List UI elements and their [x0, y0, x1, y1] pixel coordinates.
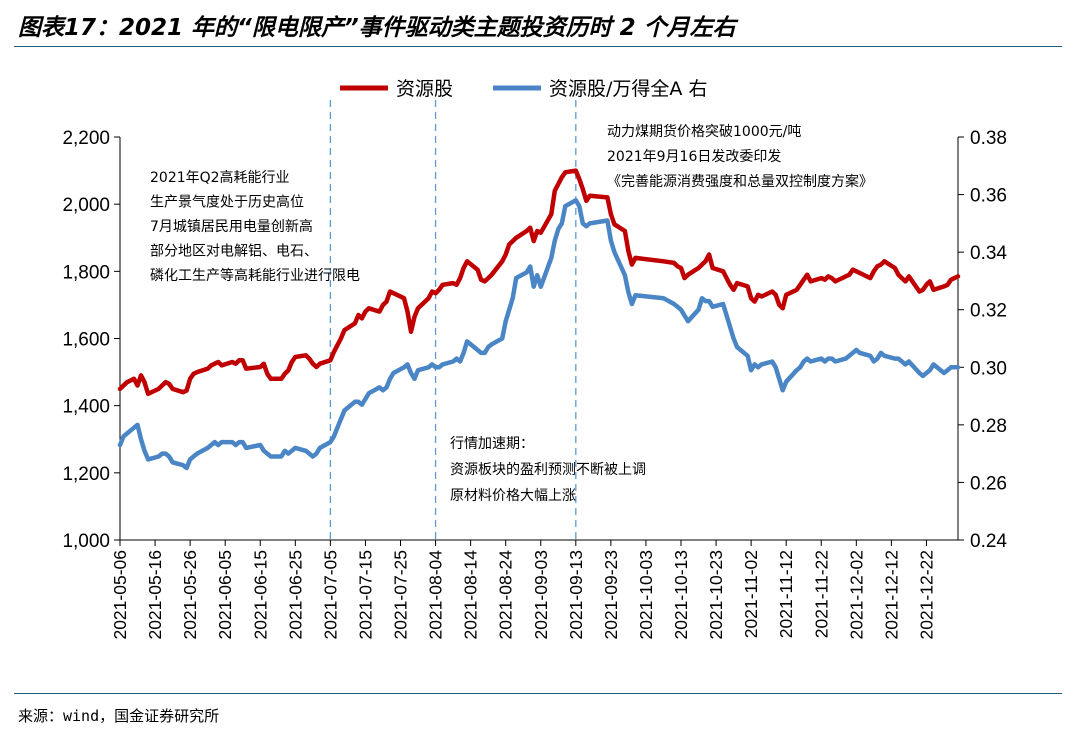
x-tick-label: 2021-10-13 — [671, 550, 691, 640]
annotation-text: 生产景气度处于历史高位 — [150, 194, 304, 211]
annotation-text: 资源板块的盈利预测不断被上调 — [450, 462, 646, 478]
y-left-tick-label: 2,000 — [62, 195, 110, 216]
source-rule — [14, 693, 1062, 694]
y-left-tick-label: 2,200 — [62, 128, 110, 149]
y-right-tick-label: 0.26 — [970, 473, 1007, 494]
annotation-text: 行情加速期： — [450, 436, 534, 452]
y-right-tick-label: 0.34 — [970, 243, 1007, 264]
x-tick-label: 2021-06-15 — [250, 550, 270, 640]
x-tick-label: 2021-05-16 — [145, 550, 165, 640]
x-tick-label: 2021-06-05 — [215, 550, 235, 640]
x-tick-label: 2021-05-06 — [110, 550, 130, 640]
annotation-text: 2021年Q2高耗能行业 — [150, 169, 290, 186]
annotation-text: 《完善能源消费强度和总量双控制度方案》 — [607, 173, 873, 190]
title-rule — [14, 46, 1062, 47]
x-tick-label: 2021-08-14 — [461, 550, 481, 640]
y-right-tick-label: 0.24 — [970, 531, 1007, 552]
series-line-resource-ratio — [117, 198, 961, 471]
series-lines — [117, 168, 961, 471]
y-right-tick-label: 0.30 — [970, 358, 1007, 379]
annotation-text: 2021年9月16日发改委印发 — [607, 149, 781, 165]
y-right-tick-label: 0.36 — [970, 186, 1007, 207]
x-tick-label: 2021-12-12 — [881, 550, 901, 640]
y-left-tick-label: 1,200 — [62, 464, 110, 485]
x-tick-label: 2021-10-03 — [636, 550, 656, 640]
x-tick-label: 2021-12-22 — [916, 550, 936, 640]
x-tick-label: 2021-09-13 — [566, 550, 586, 640]
legend-label: 资源股/万得全A 右 — [549, 78, 707, 100]
annotation-text: 原材料价格大幅上涨 — [450, 488, 576, 504]
x-tick-label: 2021-09-23 — [601, 550, 621, 640]
x-tick-label: 2021-12-02 — [846, 550, 866, 640]
axes: 1,000 1,200 1,400 1,600 1,800 2,000 2,200 0.24 0… — [62, 128, 1007, 640]
figure-title: 图表17：2021 年的“限电限产”事件驱动类主题投资历时 2 个月左右 — [18, 15, 736, 41]
x-tick-label: 2021-08-04 — [426, 550, 446, 640]
legend: 资源股 资源股/万得全A 右 — [340, 78, 707, 100]
annotation-text: 动力煤期货价格突破1000元/吨 — [607, 123, 801, 140]
x-tick-label: 2021-07-25 — [391, 550, 411, 640]
y-left-tick-label: 1,800 — [62, 262, 110, 283]
y-left-tick-label: 1,400 — [62, 397, 110, 418]
x-tick-label: 2021-11-02 — [741, 550, 761, 638]
annotation-text: 部分地区对电解铝、电石、 — [150, 244, 318, 260]
series-line-resource-stocks — [117, 168, 961, 397]
y-right-tick-label: 0.28 — [970, 416, 1007, 437]
x-tick-label: 2021-07-15 — [355, 550, 375, 640]
y-right-tick-label: 0.38 — [970, 128, 1007, 149]
legend-label: 资源股 — [396, 78, 453, 100]
x-tick-label: 2021-10-23 — [706, 550, 726, 640]
source-note: 来源：wind，国金证券研究所 — [18, 707, 220, 725]
annotation-text: 磷化工生产等高耗能行业进行限电 — [150, 267, 360, 284]
annotation-text: 7月城镇居民用电量创新高 — [150, 218, 313, 235]
y-left-tick-label: 1,600 — [62, 330, 110, 351]
y-left-tick-label: 1,000 — [62, 531, 110, 552]
y-right-tick-label: 0.32 — [970, 301, 1007, 322]
x-tick-label: 2021-08-24 — [496, 550, 516, 640]
x-tick-label: 2021-06-25 — [285, 550, 305, 640]
x-tick-label: 2021-11-22 — [811, 550, 831, 638]
x-tick-label: 2021-11-12 — [776, 550, 796, 638]
x-tick-label: 2021-07-05 — [320, 550, 340, 640]
x-tick-label: 2021-05-26 — [180, 550, 200, 640]
x-tick-label: 2021-09-03 — [531, 550, 551, 640]
